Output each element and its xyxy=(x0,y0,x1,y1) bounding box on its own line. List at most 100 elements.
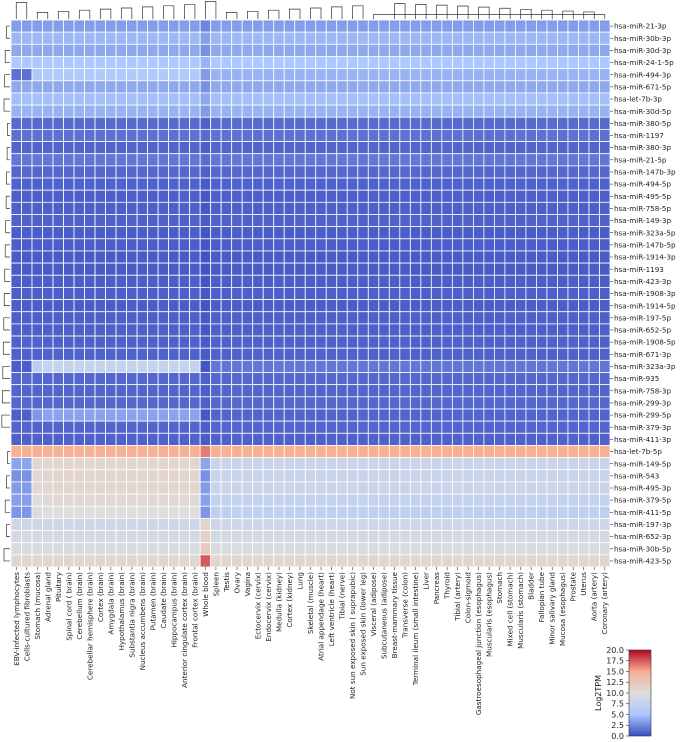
column-label: Left ventricle (heart) xyxy=(327,572,336,646)
heatmap-cell xyxy=(52,250,64,264)
heatmap-cell xyxy=(430,201,443,215)
heatmap-cell xyxy=(325,384,338,398)
heatmap-cell xyxy=(420,311,432,325)
heatmap-cell xyxy=(304,201,317,215)
heatmap-cell xyxy=(599,335,611,349)
heatmap-cell xyxy=(409,481,422,495)
heatmap-cell xyxy=(105,153,117,167)
heatmap-cell xyxy=(441,432,453,446)
heatmap-cell xyxy=(546,104,558,118)
heatmap-cell xyxy=(126,287,138,300)
heatmap-cell xyxy=(10,457,22,471)
heatmap-cell xyxy=(578,128,590,142)
heatmap-cell xyxy=(231,31,243,45)
dendrogram-link xyxy=(415,4,427,19)
heatmap-cell xyxy=(420,408,432,422)
heatmap-cell xyxy=(10,408,22,422)
heatmap-cell xyxy=(336,372,348,386)
heatmap-cell xyxy=(472,31,485,45)
heatmap-cell xyxy=(220,250,233,264)
heatmap-cell xyxy=(462,359,474,373)
heatmap-cell xyxy=(273,432,285,446)
heatmap-cell xyxy=(378,128,390,142)
dendrogram-link xyxy=(394,3,406,19)
heatmap-cell xyxy=(388,323,401,337)
heatmap-cell xyxy=(283,43,296,57)
heatmap-cell xyxy=(178,469,191,483)
heatmap-cell xyxy=(105,80,117,94)
heatmap-cell xyxy=(10,177,22,191)
heatmap-cell xyxy=(462,19,474,33)
heatmap-cell xyxy=(462,505,474,519)
heatmap-cell xyxy=(430,554,443,568)
heatmap-cell xyxy=(315,274,327,288)
heatmap-cell xyxy=(483,19,495,33)
heatmap-cell xyxy=(126,43,138,57)
heatmap-cell xyxy=(430,68,443,82)
row-label: hsa-let-7b-3p xyxy=(614,95,662,104)
heatmap-cell xyxy=(430,493,443,507)
heatmap-cell xyxy=(147,68,159,82)
heatmap-cell xyxy=(73,554,85,568)
heatmap-cell xyxy=(126,128,138,142)
heatmap-cell xyxy=(126,469,138,483)
heatmap-cell xyxy=(378,238,390,252)
heatmap-cell xyxy=(378,432,390,446)
heatmap-cell xyxy=(294,517,306,531)
heatmap-cell xyxy=(178,201,191,215)
heatmap-cell xyxy=(42,226,54,240)
heatmap-cell xyxy=(178,335,191,349)
heatmap-cell xyxy=(483,493,495,507)
heatmap-cell xyxy=(441,530,453,544)
heatmap-cell xyxy=(241,469,254,483)
heatmap-cell xyxy=(399,92,411,106)
heatmap-cell xyxy=(388,262,401,276)
heatmap-cell xyxy=(441,287,453,300)
heatmap-cell xyxy=(262,19,275,33)
heatmap-cell xyxy=(168,493,180,507)
heatmap-cell xyxy=(168,92,180,106)
heatmap-cell xyxy=(52,384,64,398)
heatmap-cell xyxy=(273,43,285,57)
heatmap-cell xyxy=(325,165,338,179)
heatmap-cell xyxy=(294,201,306,215)
heatmap-cell xyxy=(451,201,464,215)
heatmap-cell xyxy=(420,141,432,155)
heatmap-cell xyxy=(451,457,464,471)
heatmap-cell xyxy=(10,262,22,276)
heatmap-cell xyxy=(252,311,264,325)
heatmap-cell xyxy=(252,542,264,556)
heatmap-cell xyxy=(578,420,590,434)
heatmap-cell xyxy=(294,80,306,94)
heatmap-cell xyxy=(388,177,401,191)
heatmap-cell xyxy=(252,335,264,349)
heatmap-cell xyxy=(367,226,380,240)
heatmap-cell xyxy=(42,517,54,531)
heatmap-cell xyxy=(525,189,537,203)
heatmap-cell xyxy=(262,56,275,70)
heatmap-cell xyxy=(157,554,170,568)
heatmap-cell xyxy=(73,505,85,519)
heatmap-cell xyxy=(546,432,558,446)
heatmap-cell xyxy=(252,432,264,446)
heatmap-cell xyxy=(94,311,106,325)
dendrogram-link xyxy=(5,220,10,234)
heatmap-cell xyxy=(462,43,474,57)
heatmap-cell xyxy=(515,420,527,434)
heatmap-cell xyxy=(515,335,527,349)
heatmap-cell xyxy=(546,347,558,361)
heatmap-cell xyxy=(115,287,127,300)
dendrogram-link xyxy=(6,524,10,537)
heatmap-cell xyxy=(536,445,548,459)
heatmap-cell xyxy=(325,80,338,94)
row-label: hsa-miR-197-5p xyxy=(614,313,671,322)
heatmap-cell xyxy=(504,68,516,82)
heatmap-cell xyxy=(52,457,64,471)
heatmap-cell xyxy=(52,80,64,94)
heatmap-cell xyxy=(451,238,464,252)
heatmap-cell xyxy=(262,396,275,410)
heatmap-cell xyxy=(21,299,33,313)
heatmap-cell xyxy=(599,396,611,410)
heatmap-cell xyxy=(94,214,106,228)
row-label: hsa-miR-671-3p xyxy=(614,350,671,359)
